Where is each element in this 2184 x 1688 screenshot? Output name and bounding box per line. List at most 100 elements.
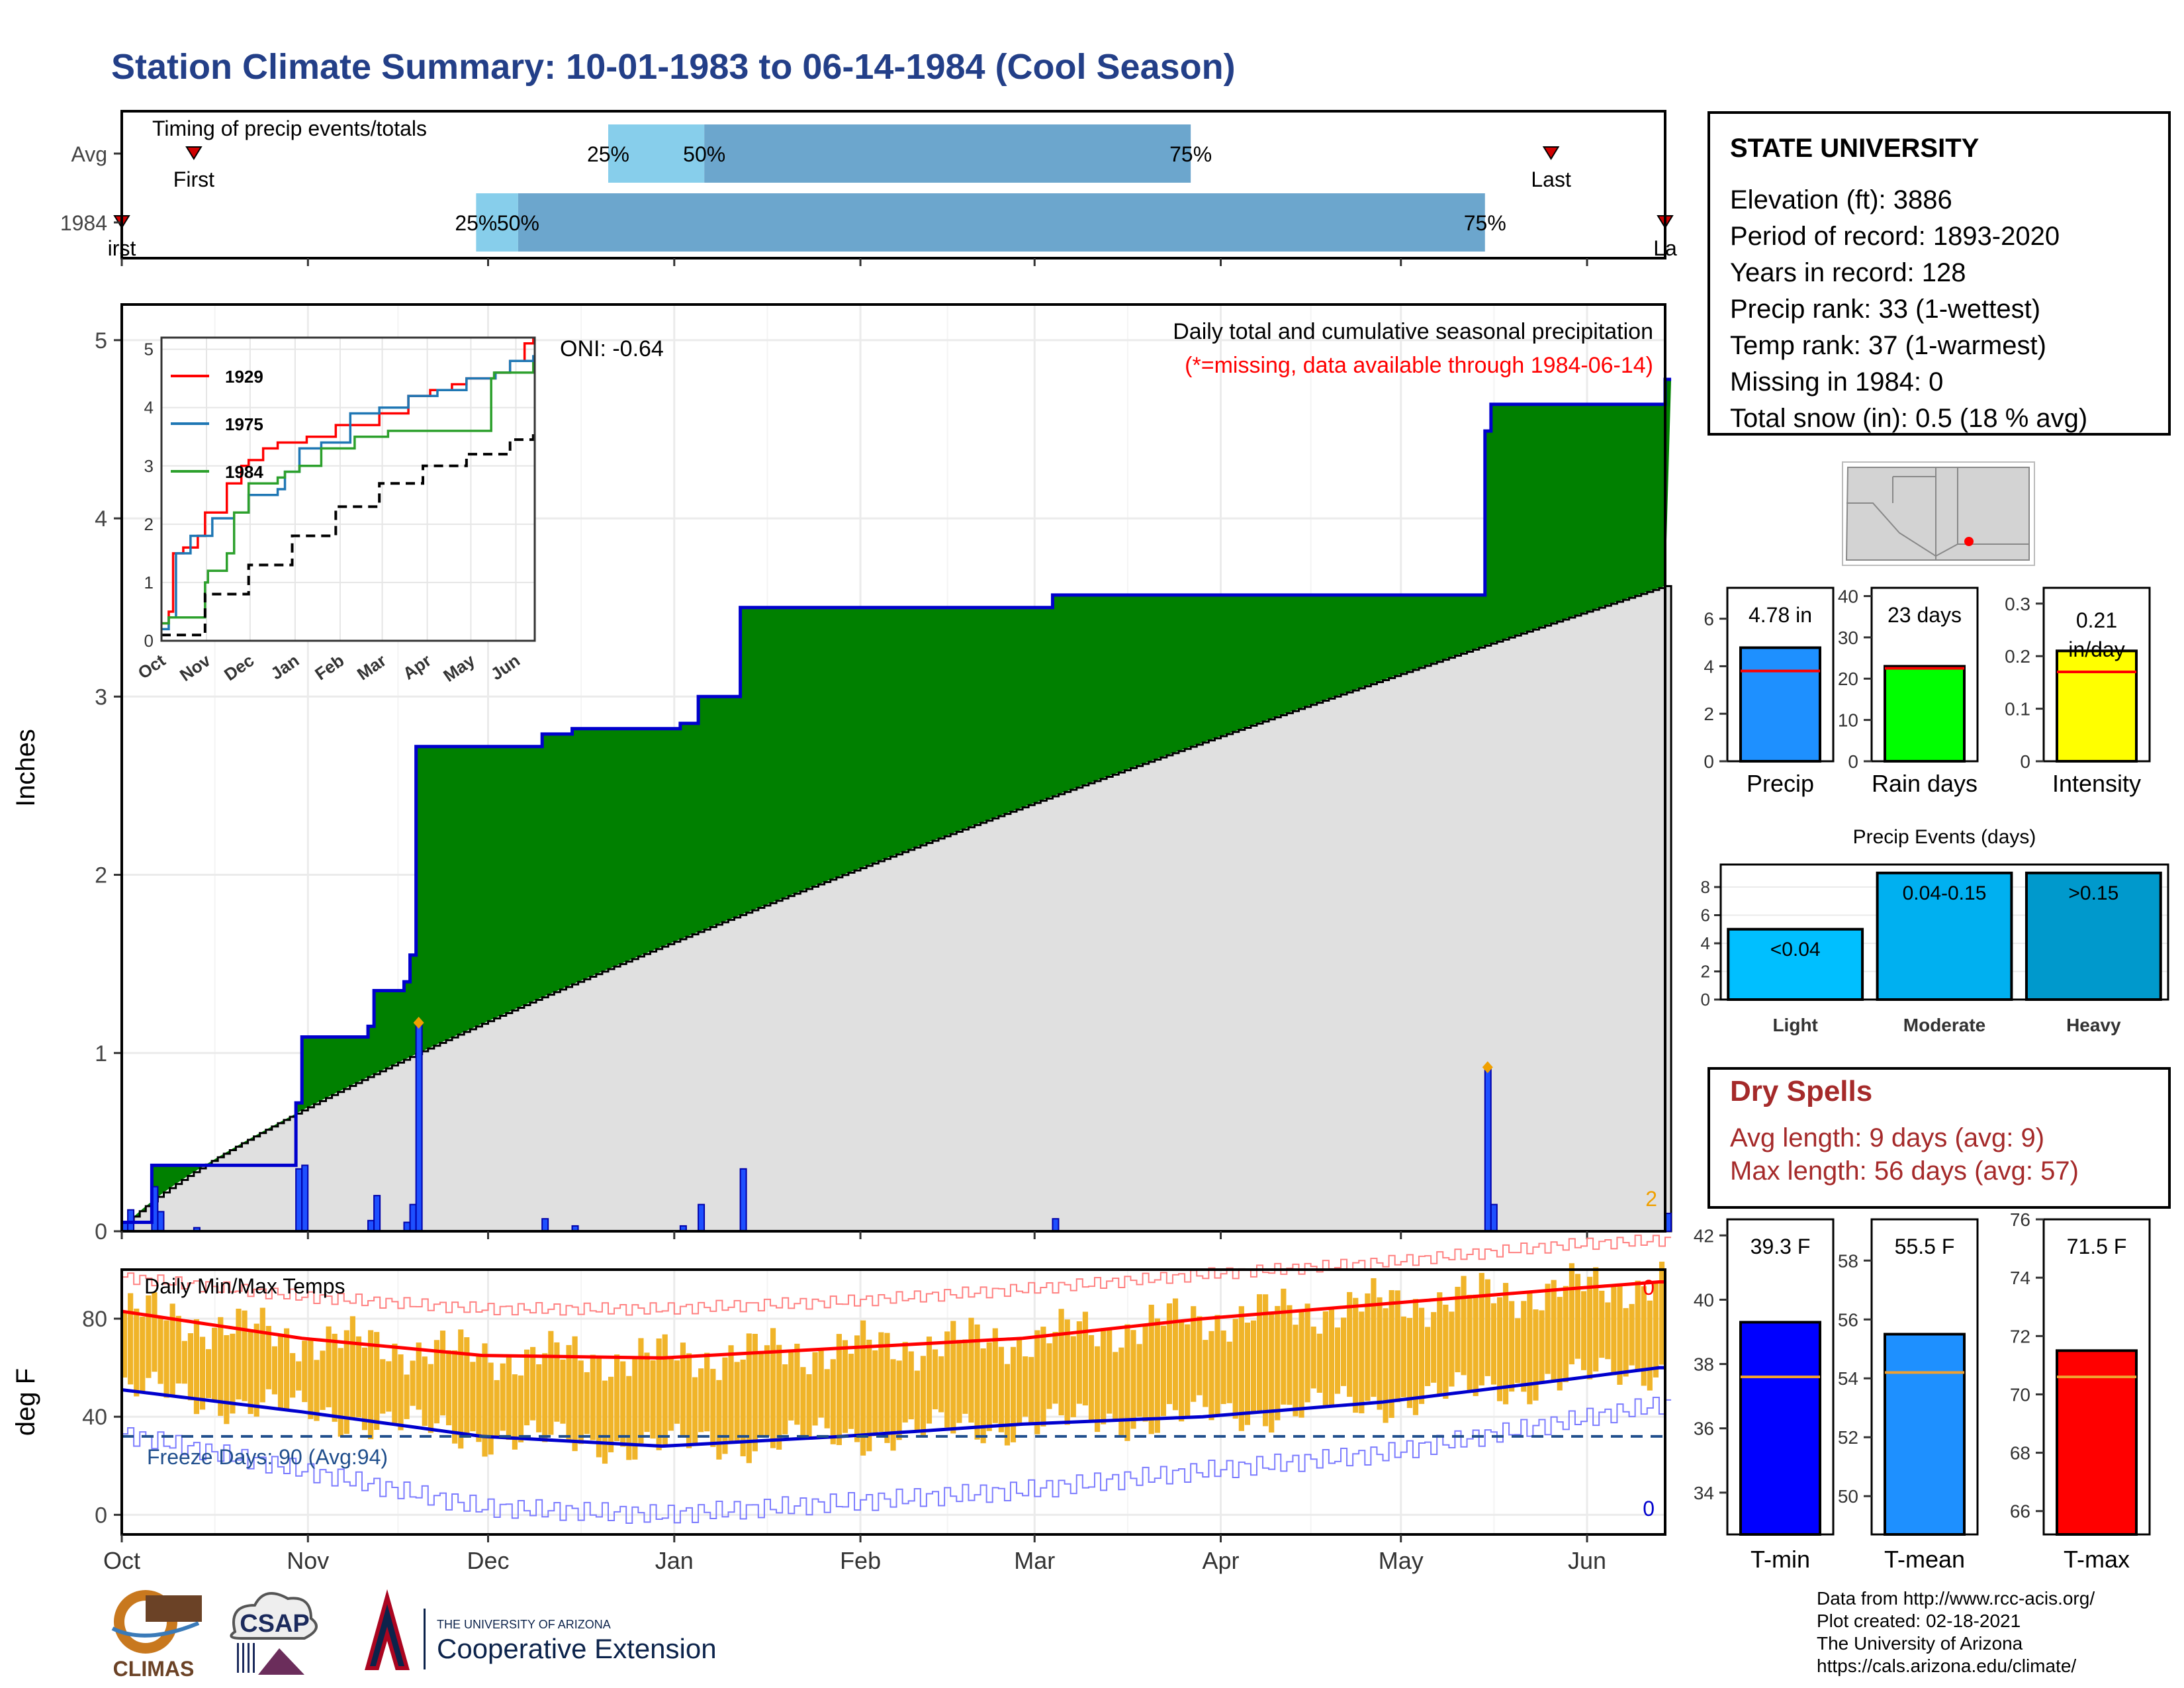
x-tick-label: May (1379, 1547, 1424, 1574)
daily-temp-bar (1232, 1319, 1238, 1419)
daily-temp-bar (794, 1343, 800, 1425)
inset-y-tick-label: 5 (144, 340, 154, 359)
daily-temp-bar (776, 1344, 782, 1450)
daily-temp-bar (632, 1357, 638, 1460)
daily-temp-bar (1479, 1272, 1484, 1385)
ua-coop-ext: Cooperative Extension (437, 1633, 717, 1664)
y-tick-label: 72 (2010, 1326, 2030, 1346)
event-bar (1876, 871, 2013, 1001)
daily-temp-bar (283, 1328, 290, 1411)
station-info-box: STATE UNIVERSITY Elevation (ft): 3886 Pe… (1707, 111, 2171, 436)
timing-p25-label: 25% (587, 142, 629, 166)
climas-logo: CLIMAS CSAP THE UNIVERSITY OF ARIZONA Co… (111, 1589, 717, 1681)
daily-temp-bar (1304, 1303, 1310, 1403)
daily-temp-bar (1142, 1325, 1148, 1422)
gauge-name: Intensity (2052, 770, 2141, 797)
daily-temp-bar (332, 1333, 338, 1422)
daily-temp-bar (1406, 1317, 1412, 1409)
gauge-t-min: 34 36 38 40 42 39.3 F T-min (1694, 1218, 1835, 1573)
daily-temp-bar (1023, 1356, 1028, 1417)
precip-chart-subtitle: (*=missing, data available through 1984-… (1185, 353, 1653, 378)
daily-temp-bar (932, 1349, 938, 1410)
logos: CLIMAS CSAP THE UNIVERSITY OF ARIZONA Co… (111, 1589, 717, 1681)
daily-temp-bar (380, 1359, 386, 1414)
daily-temp-bar (163, 1320, 169, 1398)
daily-temp-bar (686, 1353, 692, 1448)
y-tick-label: 50 (1838, 1486, 1858, 1507)
daily-temp-bar (1347, 1291, 1353, 1397)
daily-temp-bar (1580, 1291, 1587, 1370)
rain-lines-icon (237, 1643, 255, 1673)
y-tick-label: 0 (1701, 990, 1710, 1009)
y-tick-label: 0.3 (2005, 594, 2030, 614)
daily-temp-bar (398, 1354, 404, 1430)
daily-temp-bar (908, 1351, 914, 1420)
daily-temp-bar (122, 1311, 128, 1378)
y-tick-label: 40 (1694, 1289, 1714, 1310)
daily-temp-bar (602, 1380, 608, 1464)
y-tick-label: 0 (2020, 751, 2030, 772)
daily-temp-bar (1527, 1290, 1533, 1405)
daily-temp-bar (1484, 1279, 1490, 1376)
daily-precip-bar (698, 1203, 705, 1232)
daily-temp-bar (818, 1350, 824, 1418)
plot-border (120, 110, 1666, 259)
timing-p50-label: 50% (497, 211, 539, 235)
daily-temp-bar (1160, 1325, 1166, 1417)
plot-border (120, 1268, 1666, 1536)
daily-temp-bar (986, 1342, 992, 1431)
daily-temp-bar (320, 1350, 326, 1410)
y-tick-label: 36 (1694, 1419, 1714, 1439)
event-bar (1727, 927, 1864, 1001)
daily-temp-bar (494, 1380, 500, 1439)
daily-temp-bar (1220, 1330, 1226, 1405)
y-tick-label: 54 (1838, 1368, 1858, 1389)
daily-temp-bar (187, 1333, 193, 1401)
daily-temp-bar (193, 1319, 200, 1415)
daily-temp-bar (1328, 1309, 1335, 1407)
map-land (1845, 467, 2030, 561)
daily-temp-bar (1058, 1309, 1064, 1416)
temperature-chart: 0 40 80 Freeze Days: 90 (Avg:94) Daily Min/M… (11, 1235, 1672, 1574)
above-average-area (122, 379, 1672, 1231)
csap-text: CSAP (240, 1610, 310, 1638)
daily-temp-bar (518, 1375, 524, 1442)
daily-temp-bar (1641, 1286, 1647, 1386)
daily-precip-bar (1052, 1218, 1060, 1232)
daily-temp-bar (584, 1372, 590, 1434)
daily-temp-bar (428, 1364, 433, 1433)
y-tick-label: 76 (2010, 1209, 2030, 1230)
dry-spells-box: Dry Spells Avg length: 9 days (avg: 9) M… (1707, 1067, 2171, 1209)
daily-temp-bar (1359, 1311, 1365, 1414)
inset-y-tick-label: 2 (144, 514, 154, 534)
plot-border (120, 303, 1666, 1233)
daily-temp-bar (836, 1334, 842, 1446)
daily-temp-bar (386, 1361, 392, 1412)
x-tick-label: Oct (103, 1547, 140, 1574)
daily-temp-bar (224, 1335, 230, 1425)
y-tick-label: 52 (1838, 1427, 1858, 1448)
y-tick-label: 38 (1694, 1354, 1714, 1375)
daily-temp-bar (1322, 1311, 1328, 1407)
timing-row-label: Avg (71, 142, 107, 166)
y-tick-label: 2 (1701, 962, 1710, 982)
gauge-value-bar (1884, 1333, 1966, 1536)
daily-temp-bar (290, 1353, 296, 1398)
daily-temp-bar (980, 1348, 986, 1444)
daily-temp-bar (1088, 1335, 1095, 1422)
daily-temp-bar (236, 1309, 242, 1400)
gauge-t-mean: 50 52 54 56 58 55.5 F T-mean (1838, 1218, 1979, 1573)
daily-temp-bar (230, 1333, 236, 1414)
inset-y-tick-label: 3 (144, 456, 154, 476)
daily-temp-bar (1166, 1303, 1173, 1405)
x-tick-label: Jan (655, 1547, 694, 1574)
daily-temp-bar (590, 1354, 596, 1440)
x-tick-label: Apr (1203, 1547, 1240, 1574)
daily-temp-bar (452, 1350, 458, 1444)
y-tick-label: 5 (95, 328, 107, 353)
daily-temp-bar (1563, 1286, 1569, 1383)
daily-temp-bar (608, 1376, 614, 1452)
y-tick-label: 40 (1838, 586, 1858, 606)
x-tick-label: Dec (467, 1547, 509, 1574)
